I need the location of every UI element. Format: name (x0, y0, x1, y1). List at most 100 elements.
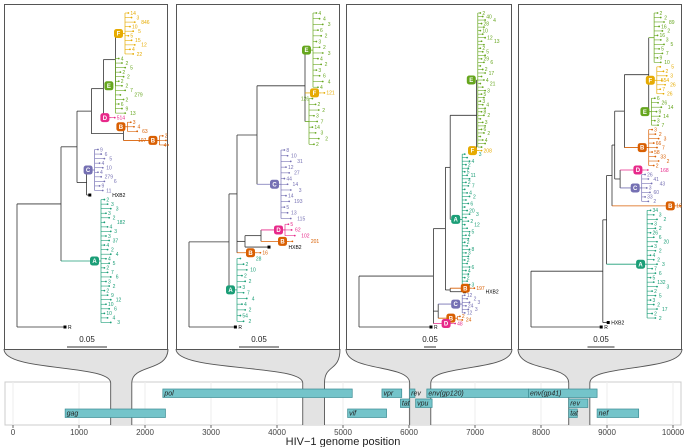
tip-dot (117, 57, 120, 60)
tip-label: 3 (242, 285, 245, 291)
tip-label: 4 (468, 268, 471, 274)
tip-dot (467, 273, 470, 275)
tip-dot (658, 115, 661, 118)
gene-label: rev (570, 401, 580, 408)
tip-dot (106, 248, 109, 251)
tip-dot (105, 212, 107, 215)
tip-label: 9 (658, 109, 661, 115)
tip-label: 4 (108, 257, 111, 263)
tip-dot (109, 276, 112, 278)
tip-dot (109, 298, 112, 301)
tip-label: 5 (653, 275, 656, 281)
tip-label: 6 (121, 102, 124, 108)
tip-dot (321, 23, 324, 26)
tip-label: 2 (325, 62, 328, 68)
tip-dot (647, 178, 650, 180)
tip-label: 4 (244, 302, 247, 308)
tip-label: 3 (666, 38, 669, 44)
tip-dot (480, 110, 483, 113)
tip-label: 2 (663, 217, 666, 223)
axis-tick-label: 6000 (400, 428, 418, 437)
tip-dot (480, 149, 483, 152)
tip-dot (480, 40, 483, 43)
tip-label: 2 (467, 240, 470, 246)
tip-label: 3 (479, 152, 482, 158)
tip-dot (106, 271, 109, 274)
tip-label: 41 (653, 177, 659, 183)
scale-bar-label: 0.05 (251, 335, 267, 344)
tip-label: 10 (106, 311, 112, 317)
clade-badge-A (636, 259, 646, 269)
tip-label: 279 (134, 93, 143, 99)
tip-label: 514 (117, 115, 126, 121)
tip-label: 2 (665, 69, 668, 75)
clade-badge-label: D (636, 168, 641, 174)
tip-dot (288, 171, 291, 174)
highlight-region (4, 349, 168, 425)
tip-dot (239, 257, 242, 260)
tip-dot (468, 230, 471, 233)
highlight-region (518, 349, 682, 425)
tip-dot (481, 15, 484, 18)
clade-badge-F (468, 146, 477, 156)
tip-label: 2 (485, 67, 488, 73)
tip-label: 3 (670, 74, 673, 80)
tip-dot (484, 72, 487, 74)
tip-dot (285, 166, 287, 169)
tip-dot (122, 75, 125, 78)
tip-dot (651, 290, 654, 293)
tip-dot (463, 259, 466, 261)
tip-label: 4 (323, 17, 326, 23)
clade-badge-A (90, 256, 99, 266)
tip-dot (463, 311, 466, 314)
gene-env(gp41) (528, 388, 598, 398)
tip-dot (656, 285, 658, 288)
clade-badge-C (83, 165, 93, 175)
tip-label: 6 (105, 152, 108, 158)
tip-dot (652, 236, 655, 239)
tip-dot (109, 207, 112, 210)
gene-label: env(gp41) (530, 391, 562, 398)
tip-label: 3 (321, 131, 324, 137)
tip-label: 3 (485, 120, 488, 126)
tip-dot (479, 82, 482, 85)
tip-dot (656, 12, 659, 14)
tip-dot (483, 43, 485, 46)
scale-bar-label: 0.05 (422, 335, 438, 344)
tip-dot (165, 139, 167, 142)
clade-badges: F E B D C B A (630, 75, 675, 269)
tip-label: 28 (484, 21, 490, 27)
clade-badge-label: D (103, 116, 108, 122)
tip-dot (651, 267, 654, 270)
tip-dot (168, 144, 169, 146)
tip-dot (119, 94, 122, 96)
tip-dot (121, 84, 123, 87)
tip-label: 63 (142, 129, 148, 135)
tip-dot (484, 54, 487, 57)
clade-badge-B (460, 283, 470, 293)
tip-dot (290, 229, 293, 231)
tip-dot (314, 131, 317, 134)
tip-label: 15 (135, 38, 141, 44)
clade-badge-E (466, 75, 476, 85)
tip-dot (484, 19, 487, 21)
tip-dot (467, 220, 470, 223)
tip-dot (321, 80, 324, 83)
tip-label: 9 (111, 293, 114, 299)
tip-label: 4 (318, 11, 321, 17)
gene-vif (347, 408, 387, 418)
tip-dot (133, 125, 135, 128)
reference-tip (429, 325, 433, 329)
tip-label: 3 (654, 244, 657, 250)
tip-dot (661, 30, 664, 32)
tip-dot (467, 237, 470, 240)
tip-label: 3 (318, 68, 321, 74)
tip-label: 2 (165, 134, 168, 140)
tip-dot (655, 110, 658, 113)
tip-dot (127, 34, 130, 37)
tip-dot (283, 177, 286, 180)
tip-label: 2 (244, 273, 247, 279)
